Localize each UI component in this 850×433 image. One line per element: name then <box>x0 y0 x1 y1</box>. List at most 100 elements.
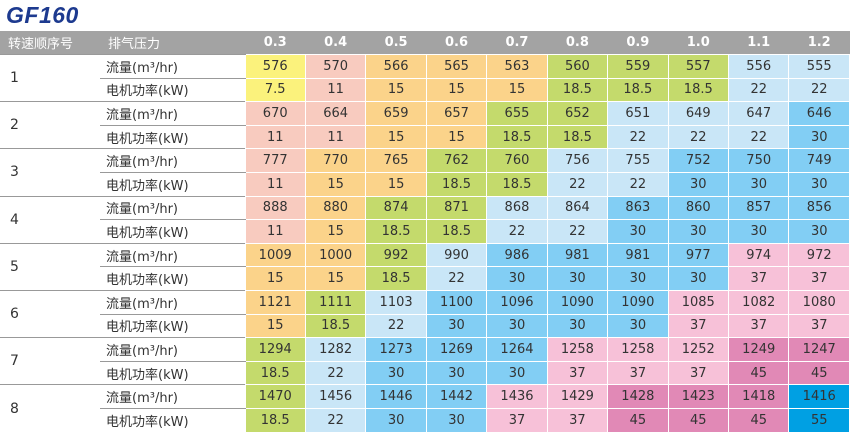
flow-cell: 1000 <box>304 242 367 268</box>
power-cell: 11 <box>244 219 306 244</box>
power-cell: 15 <box>365 124 427 150</box>
power-cell: 37 <box>788 266 850 291</box>
power-cell: 45 <box>607 407 669 433</box>
flow-cell: 1247 <box>788 337 850 362</box>
flow-cell: 863 <box>607 195 669 221</box>
power-label: 电机功率(kW) <box>106 131 189 147</box>
flow-cell: 1282 <box>304 337 367 362</box>
power-cell: 11 <box>304 77 367 103</box>
power-cell: 18.5 <box>365 219 427 244</box>
flow-label: 流量(m³/hr) <box>100 54 245 79</box>
power-cell: 37 <box>546 360 609 386</box>
header-pressure-value: 0.8 <box>547 31 608 55</box>
power-cell: 30 <box>667 171 730 197</box>
flow-cell: 563 <box>486 54 548 79</box>
power-cell: 30 <box>486 360 548 386</box>
header-pressure-value: 1.0 <box>668 31 729 55</box>
flow-cell: 1009 <box>244 242 306 268</box>
power-cell: 45 <box>667 407 730 433</box>
speed-number: 6 <box>0 289 100 338</box>
power-cell: 30 <box>365 360 427 386</box>
flow-cell: 992 <box>365 242 427 268</box>
flow-cell: 1090 <box>607 289 669 315</box>
flow-cell: 664 <box>304 101 367 126</box>
flow-cell: 566 <box>365 54 427 79</box>
power-cell: 30 <box>607 266 669 291</box>
power-cell: 22 <box>788 77 850 103</box>
power-cell: 30 <box>546 266 609 291</box>
flow-cell: 1111 <box>304 289 367 315</box>
power-cell: 18.5 <box>365 266 427 291</box>
flow-cell: 755 <box>607 148 669 173</box>
flow-label: 流量(m³/hr) <box>100 242 245 268</box>
power-cell: 55 <box>788 407 850 433</box>
table-row: 电机功率(kW) 15 18.5 22 30 30 30 30 37 37 37 <box>0 313 850 339</box>
speed-number: 7 <box>0 337 100 385</box>
speed-number: 2 <box>0 101 100 149</box>
power-cell: 37 <box>546 407 609 433</box>
flow-cell: 559 <box>607 54 669 79</box>
flow-cell: 888 <box>244 195 306 221</box>
flow-cell: 565 <box>425 54 488 79</box>
flow-cell: 990 <box>425 242 488 268</box>
power-cell: 30 <box>425 360 488 386</box>
table-row: 1 流量(m³/hr) 576 570 566 565 563 560 559 557 556 555 <box>0 53 850 102</box>
flow-cell: 576 <box>244 54 306 79</box>
power-cell: 22 <box>727 77 790 103</box>
table-row: 电机功率(kW) 15 15 18.5 22 30 30 30 30 37 37 <box>0 266 850 291</box>
flow-cell: 1080 <box>788 289 850 315</box>
power-cell: 15 <box>365 77 427 103</box>
power-cell: 15 <box>304 171 367 197</box>
performance-table: 转速顺序号 排气压力 0.3 0.4 0.5 0.6 0.7 0.8 0.9 1.0 1.1 1.… <box>0 31 850 433</box>
power-cell: 37 <box>486 407 548 433</box>
flow-label: 流量(m³/hr) <box>100 384 245 409</box>
power-cell: 30 <box>546 313 609 339</box>
power-cell: 11 <box>244 124 306 150</box>
flow-cell: 1418 <box>727 384 790 409</box>
flow-cell: 1456 <box>304 384 367 409</box>
flow-cell: 864 <box>546 195 609 221</box>
flow-cell: 986 <box>486 242 548 268</box>
power-cell: 30 <box>425 407 488 433</box>
power-cell: 22 <box>365 313 427 339</box>
speed-number: 5 <box>0 242 100 291</box>
power-cell: 37 <box>667 360 730 386</box>
speed-number: 4 <box>0 195 100 244</box>
power-cell: 30 <box>667 266 730 291</box>
power-cell: 22 <box>304 360 367 386</box>
power-cell: 30 <box>788 124 850 150</box>
header-pressure-value: 1.2 <box>788 31 850 55</box>
flow-cell: 765 <box>365 148 427 173</box>
flow-cell: 1085 <box>667 289 730 315</box>
power-cell: 22 <box>546 171 609 197</box>
flow-cell: 981 <box>607 242 669 268</box>
flow-cell: 649 <box>667 101 730 126</box>
flow-cell: 972 <box>788 242 850 268</box>
power-cell: 18.5 <box>667 77 730 103</box>
flow-label: 流量(m³/hr) <box>100 337 245 362</box>
flow-cell: 981 <box>546 242 609 268</box>
power-cell: 15 <box>304 266 367 291</box>
power-cell: 30 <box>486 266 548 291</box>
header-speed: 转速顺序号 <box>0 31 100 55</box>
table-row: 4 流量(m³/hr) 888 880 874 871 868 864 863 860 857 856 <box>0 195 850 244</box>
flow-label: 流量(m³/hr) <box>100 148 245 173</box>
flow-cell: 856 <box>788 195 850 221</box>
power-label: 电机功率(kW) <box>106 84 189 100</box>
power-cell: 45 <box>727 407 790 433</box>
power-cell: 22 <box>727 124 790 150</box>
table-row: 2 流量(m³/hr) 670 664 659 657 655 652 651 649 647 646 <box>0 101 850 149</box>
power-cell: 37 <box>727 266 790 291</box>
header-pressure-value: 0.6 <box>426 31 487 55</box>
flow-cell: 670 <box>244 101 306 126</box>
flow-cell: 868 <box>486 195 548 221</box>
header-pressure-value: 0.7 <box>486 31 548 55</box>
power-cell: 22 <box>607 124 669 150</box>
power-cell: 30 <box>365 407 427 433</box>
flow-cell: 1428 <box>607 384 669 409</box>
header-pressure-value: 0.3 <box>245 31 306 55</box>
flow-cell: 1273 <box>365 337 427 362</box>
flow-cell: 646 <box>788 101 850 126</box>
flow-cell: 1252 <box>667 337 730 362</box>
flow-cell: 1264 <box>486 337 548 362</box>
